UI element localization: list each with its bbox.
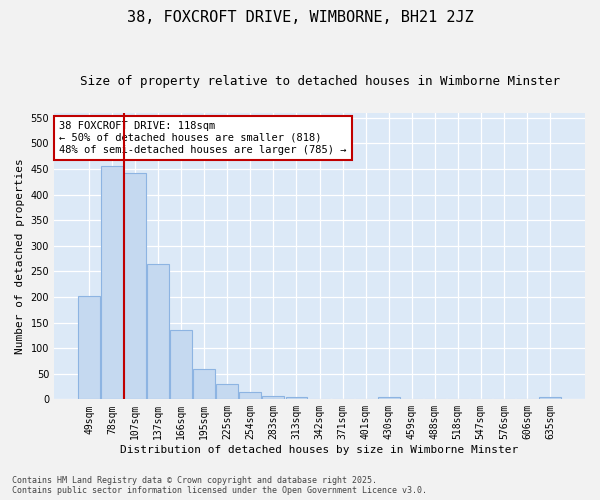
Bar <box>355 399 377 400</box>
Bar <box>308 399 331 400</box>
Bar <box>101 166 123 400</box>
Text: 38, FOXCROFT DRIVE, WIMBORNE, BH21 2JZ: 38, FOXCROFT DRIVE, WIMBORNE, BH21 2JZ <box>127 10 473 25</box>
Bar <box>217 384 238 400</box>
Bar <box>539 398 561 400</box>
Bar <box>286 398 307 400</box>
Bar <box>401 399 422 400</box>
Title: Size of property relative to detached houses in Wimborne Minster: Size of property relative to detached ho… <box>80 75 560 88</box>
Y-axis label: Number of detached properties: Number of detached properties <box>15 158 25 354</box>
Bar <box>262 396 284 400</box>
Bar <box>377 397 400 400</box>
Text: Contains HM Land Registry data © Crown copyright and database right 2025.
Contai: Contains HM Land Registry data © Crown c… <box>12 476 427 495</box>
Text: 38 FOXCROFT DRIVE: 118sqm
← 50% of detached houses are smaller (818)
48% of semi: 38 FOXCROFT DRIVE: 118sqm ← 50% of detac… <box>59 122 347 154</box>
Bar <box>239 392 262 400</box>
Bar <box>147 264 169 400</box>
Bar <box>332 399 353 400</box>
Bar <box>124 172 146 400</box>
Bar <box>78 296 100 400</box>
Bar <box>193 368 215 400</box>
Bar <box>170 330 192 400</box>
X-axis label: Distribution of detached houses by size in Wimborne Minster: Distribution of detached houses by size … <box>121 445 518 455</box>
